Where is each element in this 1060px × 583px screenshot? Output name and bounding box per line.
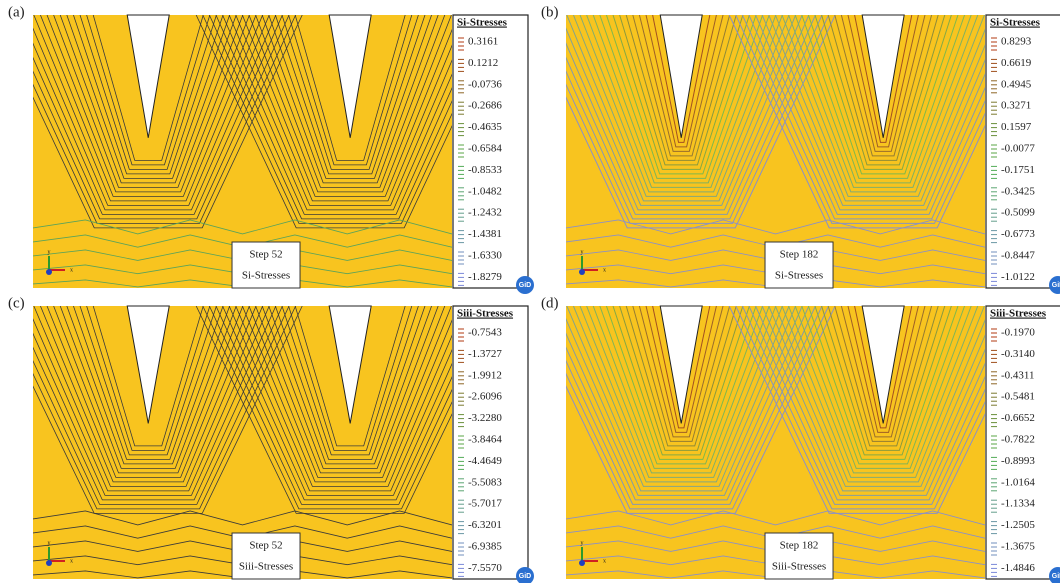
legend-value: -0.6584 <box>468 143 502 155</box>
axis-icon-z <box>46 269 52 275</box>
legend-value: -0.8993 <box>1001 455 1035 467</box>
legend-value: -1.1334 <box>1001 498 1035 510</box>
panel: (b) y x Step 182 Si-Stresses Si-Stresses 0.829… <box>527 4 1060 313</box>
legend-value: -0.1751 <box>1001 164 1035 176</box>
logo-text: GiD <box>519 282 531 289</box>
legend-value: -0.1970 <box>1001 327 1035 339</box>
legend-value: -6.3201 <box>468 519 502 531</box>
legend-value: 0.4945 <box>1001 78 1032 90</box>
panel-label: (b) <box>541 4 559 20</box>
field-text: Siii-Stresses <box>772 561 826 573</box>
legend-value: -3.8464 <box>468 434 502 446</box>
legend-value: -1.0122 <box>1001 271 1035 283</box>
panel-label: (c) <box>8 295 25 311</box>
contour-line <box>33 295 452 300</box>
panel-label: (d) <box>541 295 559 311</box>
legend-title: Siii-Stresses <box>457 308 514 320</box>
legend-value: -0.7543 <box>468 327 502 339</box>
axis-icon-z <box>46 560 52 566</box>
legend-value: 0.8293 <box>1001 36 1032 48</box>
legend-title: Si-Stresses <box>990 17 1041 29</box>
step-text: Step 182 <box>780 249 819 261</box>
panel-label: (a) <box>8 4 25 20</box>
legend-value: -5.5083 <box>468 476 502 488</box>
field-text: Si-Stresses <box>775 270 823 282</box>
legend-value: -0.3425 <box>1001 185 1035 197</box>
legend-value: -1.3727 <box>468 348 502 360</box>
legend-value: -0.5481 <box>1001 391 1035 403</box>
legend-value: -3.2280 <box>468 412 502 424</box>
legend-value: -0.8533 <box>468 164 502 176</box>
legend-value: -1.9912 <box>468 369 502 381</box>
legend-title: Si-Stresses <box>457 17 508 29</box>
legend-value: 0.1597 <box>1001 121 1032 133</box>
axis-y-label: y <box>581 249 584 255</box>
legend-value: -4.4649 <box>468 455 502 467</box>
axis-y-label: y <box>581 540 584 546</box>
panel: (d) y x Step 182 Siii-Stresses Siii-Stresses -… <box>527 295 1060 583</box>
legend-value: 0.1212 <box>468 57 498 69</box>
legend-value: -0.4311 <box>1001 369 1035 381</box>
legend-value: -1.8279 <box>468 271 502 283</box>
legend-value: 0.3161 <box>468 36 498 48</box>
axis-x-label: x <box>70 558 73 564</box>
axis-y-label: y <box>48 540 51 546</box>
axis-icon-z <box>579 269 585 275</box>
legend-value: -1.3675 <box>1001 541 1035 553</box>
logo-text: GiD <box>519 573 531 580</box>
legend-value: -0.3140 <box>1001 348 1035 360</box>
panel: (c) y x Step 52 Siii-Stresses Siii-Stresses -0… <box>0 295 534 583</box>
legend-value: -0.0736 <box>468 78 502 90</box>
legend-value: -0.0077 <box>1001 143 1035 155</box>
legend-value: -1.4846 <box>1001 562 1035 574</box>
legend-value: -0.6773 <box>1001 228 1035 240</box>
legend-value: -1.2505 <box>1001 519 1035 531</box>
legend-value: -0.5099 <box>1001 207 1035 219</box>
legend-value: -5.7017 <box>468 498 502 510</box>
axis-x-label: x <box>70 267 73 273</box>
logo-text: GiD <box>1052 282 1060 289</box>
legend-value: -0.8447 <box>1001 250 1035 262</box>
legend-value: -1.2432 <box>468 207 502 219</box>
legend-value: -2.6096 <box>468 391 502 403</box>
field-text: Siii-Stresses <box>239 561 293 573</box>
figure: (a) y x Step 52 Si-Stresses Si-Stresses 0.3161… <box>0 0 1060 583</box>
legend-value: 0.3271 <box>1001 100 1031 112</box>
axis-y-label: y <box>48 249 51 255</box>
axis-x-label: x <box>603 558 606 564</box>
step-text: Step 52 <box>249 540 282 552</box>
legend-value: -1.4381 <box>468 228 502 240</box>
step-text: Step 182 <box>780 540 819 552</box>
legend-title: Siii-Stresses <box>990 308 1047 320</box>
axis-x-label: x <box>603 267 606 273</box>
logo-text: GiD <box>1052 573 1060 580</box>
axis-icon-z <box>579 560 585 566</box>
legend-value: -0.4635 <box>468 121 502 133</box>
legend-value: -1.6330 <box>468 250 502 262</box>
legend-value: -0.2686 <box>468 100 502 112</box>
legend-value: -1.0482 <box>468 185 502 197</box>
field-text: Si-Stresses <box>242 270 290 282</box>
legend-value: -1.0164 <box>1001 476 1035 488</box>
legend-value: 0.6619 <box>1001 57 1032 69</box>
panel: (a) y x Step 52 Si-Stresses Si-Stresses 0.3161… <box>0 4 534 313</box>
legend-value: -0.7822 <box>1001 434 1035 446</box>
legend-value: -6.9385 <box>468 541 502 553</box>
contour-line <box>566 295 985 300</box>
legend-value: -7.5570 <box>468 562 502 574</box>
step-text: Step 52 <box>249 249 282 261</box>
legend-value: -0.6652 <box>1001 412 1035 424</box>
